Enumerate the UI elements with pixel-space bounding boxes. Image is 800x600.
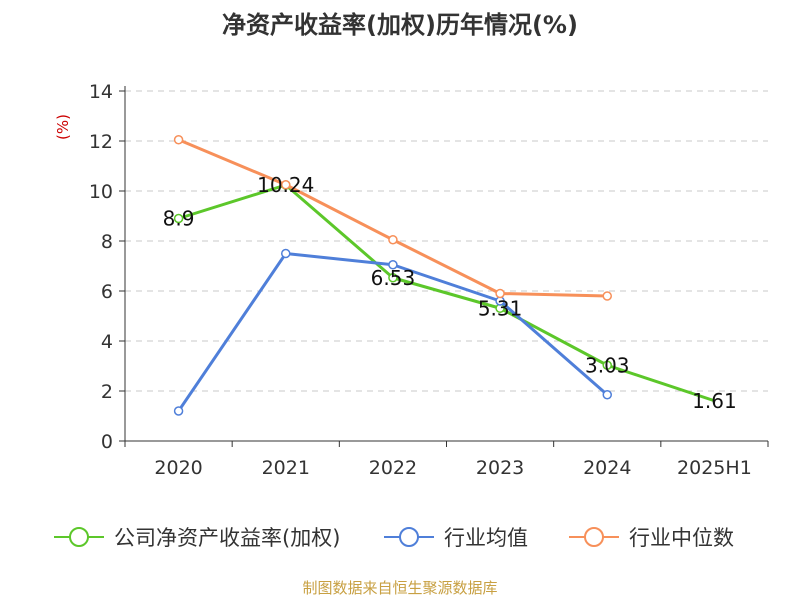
data-label: 10.24 [257,173,314,197]
y-tick-label: 8 [101,231,113,253]
data-point-0 [602,360,612,370]
data-label: 3.03 [585,353,630,377]
x-tick-label: 2023 [476,457,524,479]
y-tick-label: 10 [89,181,113,203]
x-tick-label: 2022 [369,457,417,479]
x-tick-label: 2024 [583,457,631,479]
legend-marker-0 [69,527,89,547]
legend-marker-1 [399,527,419,547]
chart-title: 净资产收益率(加权)历年情况(%) [222,11,578,39]
axes: 0 2 4 6 8 10 12 14 2020 2021 2022 2023 2024 2025H1 [89,81,769,479]
legend-marker-2 [584,527,604,547]
y-tick-label: 4 [101,331,113,353]
data-point-1 [173,406,184,416]
data-point-1 [602,390,612,400]
legend-label-2: 行业中位数 [629,526,734,550]
data-point-2 [495,288,505,299]
legend-label-0: 公司净资产收益率(加权) [114,526,340,550]
data-label: 6.53 [371,266,416,290]
data-point-0 [173,213,184,224]
y-tick-label: 12 [89,131,113,153]
data-point-0 [388,273,398,283]
data-label: 8.9 [163,207,195,231]
series-lines [173,135,715,416]
x-tick-label: 2021 [262,457,310,479]
x-tick-label: 2025H1 [677,457,752,479]
data-point-2 [602,291,612,301]
data-point-1 [281,248,291,259]
data-point-2 [173,135,184,145]
y-tick-label: 2 [101,381,113,403]
data-label: 1.61 [692,389,737,413]
legend: 公司净资产收益率(加权) 行业均值 行业中位数 [54,526,734,550]
source-note: 制图数据来自恒生聚源数据库 [302,579,497,597]
y-tick-label: 14 [89,81,113,103]
series-line-0 [178,183,715,403]
legend-label-1: 行业均值 [444,526,528,550]
y-axis-unit: (%) [54,114,72,140]
data-labels: 8.9 10.24 6.53 5.31 3.03 1.61 [163,173,737,413]
y-tick-label: 0 [101,431,113,453]
data-point-2 [281,180,291,190]
data-point-1 [388,260,398,270]
y-tick-label: 6 [101,281,113,303]
data-label: 5.31 [478,296,523,320]
data-point-2 [388,235,398,245]
x-tick-label: 2020 [154,457,202,479]
grid-lines [125,90,768,392]
